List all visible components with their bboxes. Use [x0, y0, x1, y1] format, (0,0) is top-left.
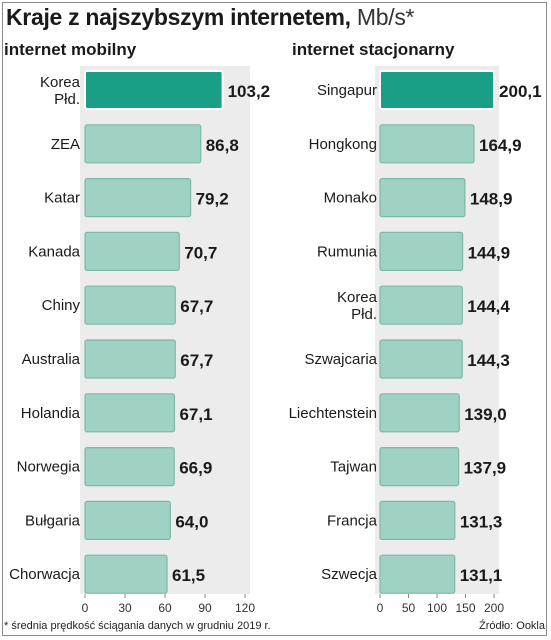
- value-label-fixed: 131,3: [460, 512, 503, 531]
- value-label-mobile: 66,9: [179, 459, 212, 478]
- category-label-fixed: Szwajcaria: [304, 351, 377, 368]
- bar-mobile: [84, 124, 202, 164]
- bar-mobile: [84, 178, 192, 218]
- category-label-fixed: Singapur: [317, 82, 377, 99]
- category-label-mobile: Chorwacja: [9, 566, 81, 583]
- bar-mobile: [84, 285, 176, 325]
- bar-mobile: [84, 393, 176, 433]
- value-label-fixed: 144,3: [467, 351, 510, 370]
- chart-frame: [2, 2, 547, 636]
- tick-label-mobile: 0: [82, 601, 89, 615]
- panel-title-fixed: internet stacjonarny: [292, 40, 455, 59]
- bar-fixed: [379, 554, 456, 594]
- tick-label-fixed: 150: [455, 601, 475, 615]
- tick-label-mobile: 120: [235, 601, 255, 615]
- category-label-mobile: Australia: [22, 351, 81, 368]
- bar-mobile: [84, 554, 168, 594]
- bar-fixed: [379, 178, 466, 218]
- bar-mobile: [84, 70, 224, 110]
- value-label-mobile: 61,5: [172, 566, 205, 585]
- chart-title-text: Kraje z najszybszym internetem,: [6, 4, 351, 30]
- tick-label-fixed: 100: [427, 601, 447, 615]
- category-label-mobile: Płd.: [54, 91, 80, 108]
- value-label-mobile: 70,7: [184, 243, 217, 262]
- category-label-mobile: Kanada: [28, 243, 80, 260]
- value-label-mobile: 103,2: [228, 82, 271, 101]
- category-label-fixed: Monako: [324, 190, 377, 207]
- tick-label-mobile: 90: [198, 601, 212, 615]
- category-label-fixed: Szwecja: [321, 566, 378, 583]
- value-label-mobile: 64,0: [175, 512, 208, 531]
- bar-mobile: [84, 500, 171, 540]
- bar-fixed: [379, 285, 463, 325]
- category-label-fixed: Płd.: [351, 306, 377, 323]
- bar-fixed: [379, 500, 456, 540]
- chart-title: Kraje z najszybszym internetem, Mb/s*: [6, 4, 414, 31]
- footnote: * średnia prędkość ściągania danych w gr…: [4, 620, 271, 632]
- category-label-mobile: ZEA: [51, 136, 80, 153]
- tick-label-mobile: 60: [158, 601, 172, 615]
- value-label-mobile: 86,8: [206, 136, 239, 155]
- bar-fixed: [379, 124, 475, 164]
- category-label-fixed: Korea: [337, 289, 378, 306]
- value-label-fixed: 144,9: [468, 243, 511, 262]
- value-label-fixed: 144,4: [467, 297, 510, 316]
- category-label-mobile: Korea: [40, 74, 81, 91]
- value-label-fixed: 139,0: [464, 405, 507, 424]
- tick-label-mobile: 30: [118, 601, 132, 615]
- category-label-mobile: Katar: [44, 190, 80, 207]
- bar-fixed: [379, 393, 460, 433]
- category-label-mobile: Bułgaria: [25, 512, 81, 529]
- value-label-fixed: 200,1: [499, 82, 542, 101]
- panel-title-mobile: internet mobilny: [4, 40, 137, 59]
- value-label-mobile: 67,7: [180, 351, 213, 370]
- bar-fixed: [379, 231, 464, 271]
- bar-mobile: [84, 447, 175, 487]
- chart-unit: Mb/s*: [356, 4, 415, 30]
- value-label-fixed: 164,9: [479, 136, 522, 155]
- bar-fixed: [379, 339, 463, 379]
- tick-label-fixed: 200: [484, 601, 504, 615]
- category-label-fixed: Rumunia: [317, 243, 378, 260]
- category-label-fixed: Tajwan: [330, 459, 377, 476]
- tick-label-fixed: 50: [402, 601, 416, 615]
- bar-fixed: [379, 447, 460, 487]
- value-label-fixed: 148,9: [470, 190, 513, 209]
- category-label-mobile: Norwegia: [17, 459, 81, 476]
- tick-label-fixed: 0: [377, 601, 384, 615]
- bar-mobile: [84, 231, 180, 271]
- value-label-mobile: 79,2: [196, 190, 229, 209]
- category-label-mobile: Chiny: [42, 297, 81, 314]
- category-label-fixed: Hongkong: [309, 136, 377, 153]
- value-label-mobile: 67,1: [179, 405, 212, 424]
- category-label-fixed: Francja: [327, 512, 378, 529]
- category-label-fixed: Liechtenstein: [289, 405, 377, 422]
- bar-fixed: [379, 70, 496, 110]
- bar-mobile: [84, 339, 176, 379]
- value-label-fixed: 131,1: [460, 566, 503, 585]
- value-label-fixed: 137,9: [464, 459, 507, 478]
- category-label-mobile: Holandia: [21, 405, 81, 422]
- source-note: Źródło: Ookla: [478, 620, 545, 632]
- value-label-mobile: 67,7: [180, 297, 213, 316]
